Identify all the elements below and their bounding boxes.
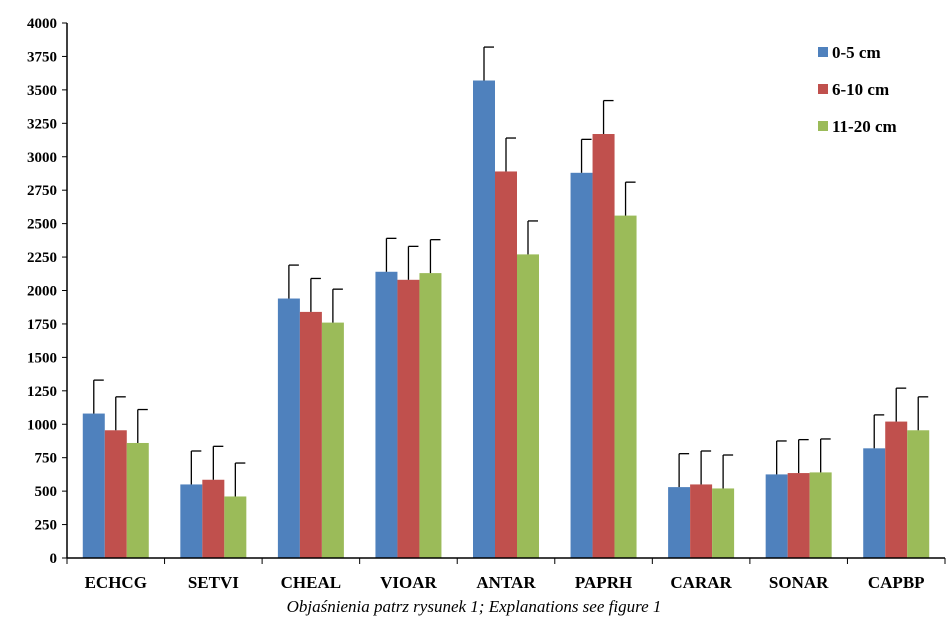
y-tick-label: 4000 — [27, 16, 57, 32]
y-tick-label: 2750 — [27, 183, 57, 199]
x-category-label: CAPBP — [868, 573, 925, 592]
legend-swatch — [818, 84, 828, 94]
bar-capbp-series-1 — [863, 448, 886, 558]
y-tick-label: 3750 — [27, 49, 57, 65]
bar-paprh-series-1 — [570, 172, 593, 559]
bar-paprh-series-2 — [592, 134, 615, 558]
y-tick-label: 1500 — [27, 350, 57, 366]
bar-vioar-series-1 — [375, 271, 398, 558]
bar-setvi-series-2 — [202, 479, 225, 558]
x-category-label: SONAR — [769, 573, 829, 592]
bar-carar-series-2 — [690, 484, 713, 558]
bar-echcg-series-3 — [126, 442, 149, 558]
bar-sonar-series-3 — [809, 472, 832, 558]
x-category-label: PAPRH — [575, 573, 632, 592]
y-tick-label: 3000 — [27, 150, 57, 166]
legend-label: 6-10 cm — [832, 80, 889, 99]
y-tick-label: 1750 — [27, 317, 57, 333]
bar-vioar-series-3 — [419, 273, 442, 558]
bar-cheal-series-1 — [277, 298, 300, 558]
bar-paprh-series-3 — [614, 215, 637, 558]
y-tick-label: 0 — [50, 551, 58, 567]
y-tick-label: 3250 — [27, 116, 57, 132]
bar-capbp-series-2 — [885, 421, 908, 558]
x-category-label: ANTAR — [476, 573, 536, 592]
bar-setvi-series-3 — [224, 496, 247, 558]
legend-label: 0-5 cm — [832, 43, 881, 62]
y-tick-label: 1250 — [27, 384, 57, 400]
bar-vioar-series-2 — [397, 279, 420, 558]
x-category-label: CHEAL — [281, 573, 341, 592]
bar-antar-series-3 — [517, 254, 539, 558]
bar-cheal-series-2 — [299, 311, 322, 558]
bar-carar-series-3 — [712, 488, 735, 558]
legend-label: 11-20 cm — [832, 117, 897, 136]
bar-antar-series-2 — [495, 171, 517, 558]
bar-setvi-series-1 — [180, 484, 203, 558]
y-tick-label: 500 — [35, 484, 58, 500]
x-category-label: SETVI — [188, 573, 239, 592]
x-category-label: CARAR — [670, 573, 732, 592]
legend-swatch — [818, 47, 828, 57]
y-tick-label: 1000 — [27, 417, 57, 433]
y-tick-label: 250 — [35, 518, 58, 534]
bar-echcg-series-1 — [82, 413, 105, 558]
bar-sonar-series-2 — [787, 473, 810, 558]
chart-caption: Objaśnienia patrz rysunek 1; Explanation… — [286, 597, 662, 616]
y-tick-label: 2500 — [27, 217, 57, 233]
bar-chart: 0 250 500 750 1000 1250 1500 1750 2000 2250 2500 27… — [27, 16, 946, 592]
x-category-label: ECHCG — [85, 573, 147, 592]
bar-capbp-series-3 — [907, 430, 930, 558]
bar-echcg-series-2 — [104, 430, 127, 558]
x-category-label: VIOAR — [380, 573, 437, 592]
bar-antar-series-1 — [473, 80, 495, 558]
bar-sonar-series-1 — [765, 474, 788, 558]
bar-carar-series-1 — [668, 487, 691, 558]
y-tick-label: 2000 — [27, 284, 57, 300]
y-tick-label: 3500 — [27, 83, 57, 99]
bar-cheal-series-3 — [321, 322, 344, 558]
y-tick-label: 750 — [35, 451, 58, 467]
legend-swatch — [818, 121, 828, 131]
y-tick-label: 2250 — [27, 250, 57, 266]
